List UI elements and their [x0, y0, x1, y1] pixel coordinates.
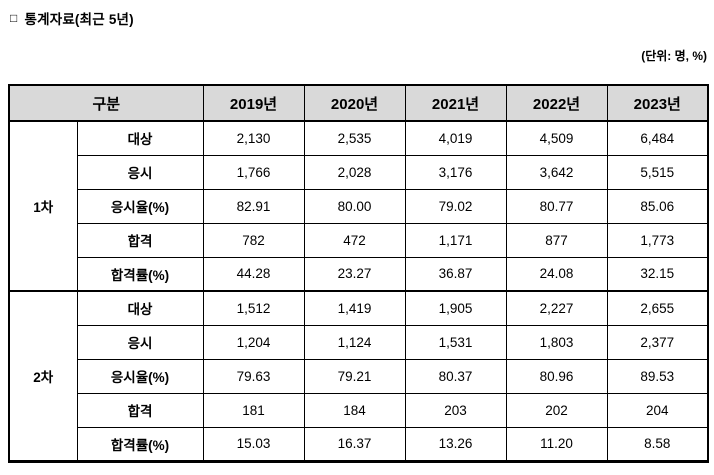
row-label: 응시율(%): [76, 188, 204, 224]
data-cell: 8.58: [606, 426, 709, 462]
year-header: 2020년: [303, 84, 406, 122]
group-cell: 1차: [8, 120, 78, 292]
data-cell: 80.37: [404, 358, 507, 394]
statistics-table: 구분 2019년 2020년 2021년 2022년 2023년 1차 대상 2,130 2,5…: [8, 84, 710, 463]
data-cell: 1,773: [606, 222, 709, 258]
data-cell: 32.15: [606, 256, 709, 292]
table-row: 1차 대상 2,130 2,535 4,019 4,509 6,484: [8, 120, 709, 292]
data-cell: 1,124: [303, 324, 406, 360]
row-label: 대상: [76, 120, 204, 156]
square-bullet-icon: □: [10, 11, 18, 25]
data-cell: 184: [303, 392, 406, 428]
table-row: 2차 대상 1,512 1,419 1,905 2,227 2,655: [8, 290, 709, 462]
data-cell: 1,171: [404, 222, 507, 258]
data-cell: 85.06: [606, 188, 709, 224]
row-label: 응시: [76, 324, 204, 360]
data-cell: 3,642: [505, 154, 608, 190]
data-cell: 80.77: [505, 188, 608, 224]
data-cell: 1,204: [202, 324, 305, 360]
data-cell: 181: [202, 392, 305, 428]
table-header-row: 구분 2019년 2020년 2021년 2022년 2023년: [8, 84, 709, 122]
data-cell: 203: [404, 392, 507, 428]
table-row: 합격 782 472 1,171 877 1,773: [9, 222, 709, 258]
data-cell: 2,227: [505, 290, 608, 326]
data-cell: 15.03: [202, 426, 305, 462]
data-cell: 3,176: [404, 154, 507, 190]
category-header: 구분: [8, 84, 204, 122]
data-cell: 80.96: [505, 358, 608, 394]
table-row: 응시율(%) 79.63 79.21 80.37 80.96 89.53: [9, 358, 709, 394]
page-title-text: 통계자료(최근 5년): [24, 12, 134, 27]
data-cell: 472: [303, 222, 406, 258]
data-cell: 13.26: [404, 426, 507, 462]
data-cell: 4,019: [404, 120, 507, 156]
group-cell: 2차: [8, 290, 78, 462]
row-label: 합격: [76, 392, 204, 428]
data-cell: 79.02: [404, 188, 507, 224]
data-cell: 89.53: [606, 358, 709, 394]
data-cell: 1,803: [505, 324, 608, 360]
data-cell: 1,512: [202, 290, 305, 326]
year-header: 2022년: [505, 84, 608, 122]
table-row: 응시 1,204 1,124 1,531 1,803 2,377: [9, 324, 709, 360]
data-cell: 202: [505, 392, 608, 428]
data-cell: 44.28: [202, 256, 305, 292]
data-cell: 79.63: [202, 358, 305, 394]
row-label: 합격률(%): [76, 256, 204, 292]
row-label: 응시율(%): [76, 358, 204, 394]
table-row: 합격률(%) 15.03 16.37 13.26 11.20 8.58: [9, 426, 709, 462]
data-cell: 877: [505, 222, 608, 258]
data-cell: 204: [606, 392, 709, 428]
data-cell: 11.20: [505, 426, 608, 462]
data-cell: 16.37: [303, 426, 406, 462]
row-label: 대상: [76, 290, 204, 326]
table-row: 응시 1,766 2,028 3,176 3,642 5,515: [9, 154, 709, 190]
data-cell: 1,419: [303, 290, 406, 326]
data-cell: 2,655: [606, 290, 709, 326]
data-cell: 1,531: [404, 324, 507, 360]
data-cell: 782: [202, 222, 305, 258]
data-cell: 2,535: [303, 120, 406, 156]
table-row: 합격률(%) 44.28 23.27 36.87 24.08 32.15: [9, 256, 709, 292]
data-cell: 2,028: [303, 154, 406, 190]
data-cell: 5,515: [606, 154, 709, 190]
table-row: 응시율(%) 82.91 80.00 79.02 80.77 85.06: [9, 188, 709, 224]
data-cell: 82.91: [202, 188, 305, 224]
year-header: 2021년: [404, 84, 507, 122]
row-label: 합격: [76, 222, 204, 258]
data-cell: 36.87: [404, 256, 507, 292]
data-cell: 80.00: [303, 188, 406, 224]
row-label: 응시: [76, 154, 204, 190]
data-cell: 2,377: [606, 324, 709, 360]
data-cell: 23.27: [303, 256, 406, 292]
data-cell: 2,130: [202, 120, 305, 156]
data-cell: 79.21: [303, 358, 406, 394]
data-cell: 6,484: [606, 120, 709, 156]
data-cell: 1,905: [404, 290, 507, 326]
data-cell: 1,766: [202, 154, 305, 190]
year-header: 2019년: [202, 84, 305, 122]
data-cell: 4,509: [505, 120, 608, 156]
unit-note: (단위: 명, %): [641, 49, 707, 63]
data-cell: 24.08: [505, 256, 608, 292]
year-header: 2023년: [606, 84, 709, 122]
page-title: □ 통계자료(최근 5년): [10, 8, 134, 28]
table-row: 합격 181 184 203 202 204: [9, 392, 709, 428]
row-label: 합격률(%): [76, 426, 204, 462]
